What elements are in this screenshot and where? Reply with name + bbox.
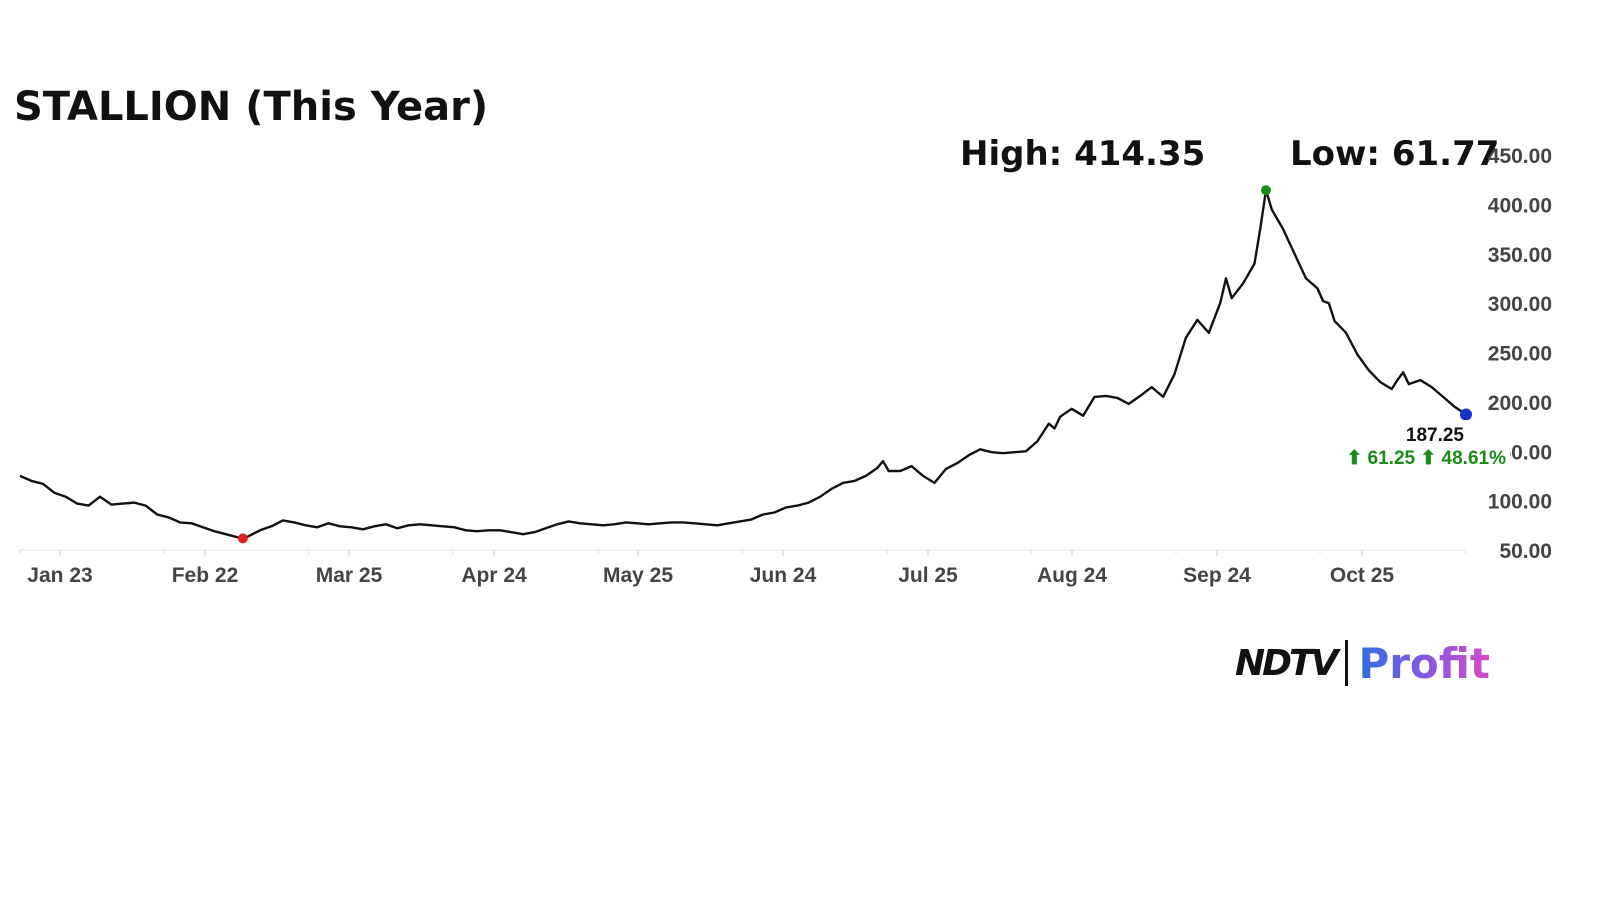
y-tick-label: 50.00 <box>1499 540 1552 563</box>
last-price-label: 187.25 <box>1406 425 1465 446</box>
x-tick-label: Feb 22 <box>172 564 239 587</box>
high-point-marker <box>1260 185 1271 196</box>
y-tick-label: 450.00 <box>1488 145 1552 168</box>
y-tick-label: 100.00 <box>1488 491 1552 514</box>
x-tick-label: Jan 23 <box>27 564 92 587</box>
y-tick-label: 400.00 <box>1488 194 1552 217</box>
x-tick-label: Sep 24 <box>1183 564 1251 587</box>
x-tick-label: Mar 25 <box>316 564 383 587</box>
x-tick-label: Jun 24 <box>750 564 817 587</box>
y-tick-label: 250.00 <box>1488 343 1552 366</box>
low-point-marker <box>237 533 248 544</box>
y-tick-label: 200.00 <box>1488 392 1552 415</box>
price-change-label: ⬆ 61.25 ⬆ 48.61% <box>1346 448 1506 469</box>
high-value-label: High: 414.35 <box>960 134 1206 174</box>
last-label-backdrop <box>1340 420 1510 472</box>
low-value-label: Low: 61.77 <box>1290 134 1500 174</box>
x-tick-label: Oct 25 <box>1330 564 1395 587</box>
price-series-line <box>19 189 1467 540</box>
x-tick-label: Aug 24 <box>1037 564 1107 587</box>
logo-profit-text: Profit <box>1358 638 1490 688</box>
ndtv-profit-logo: NDTV Profit <box>1235 638 1490 688</box>
y-tick-label: 300.00 <box>1488 293 1552 316</box>
x-tick-label: May 25 <box>603 564 673 587</box>
last-point-marker <box>1460 408 1472 421</box>
logo-divider <box>1345 640 1349 686</box>
x-tick-label: Jul 25 <box>898 564 958 587</box>
chart-title: STALLION (This Year) <box>14 84 489 130</box>
x-tick-label: Apr 24 <box>461 564 527 587</box>
logo-ndtv-text: NDTV <box>1235 642 1338 684</box>
y-tick-label: 350.00 <box>1488 244 1552 267</box>
